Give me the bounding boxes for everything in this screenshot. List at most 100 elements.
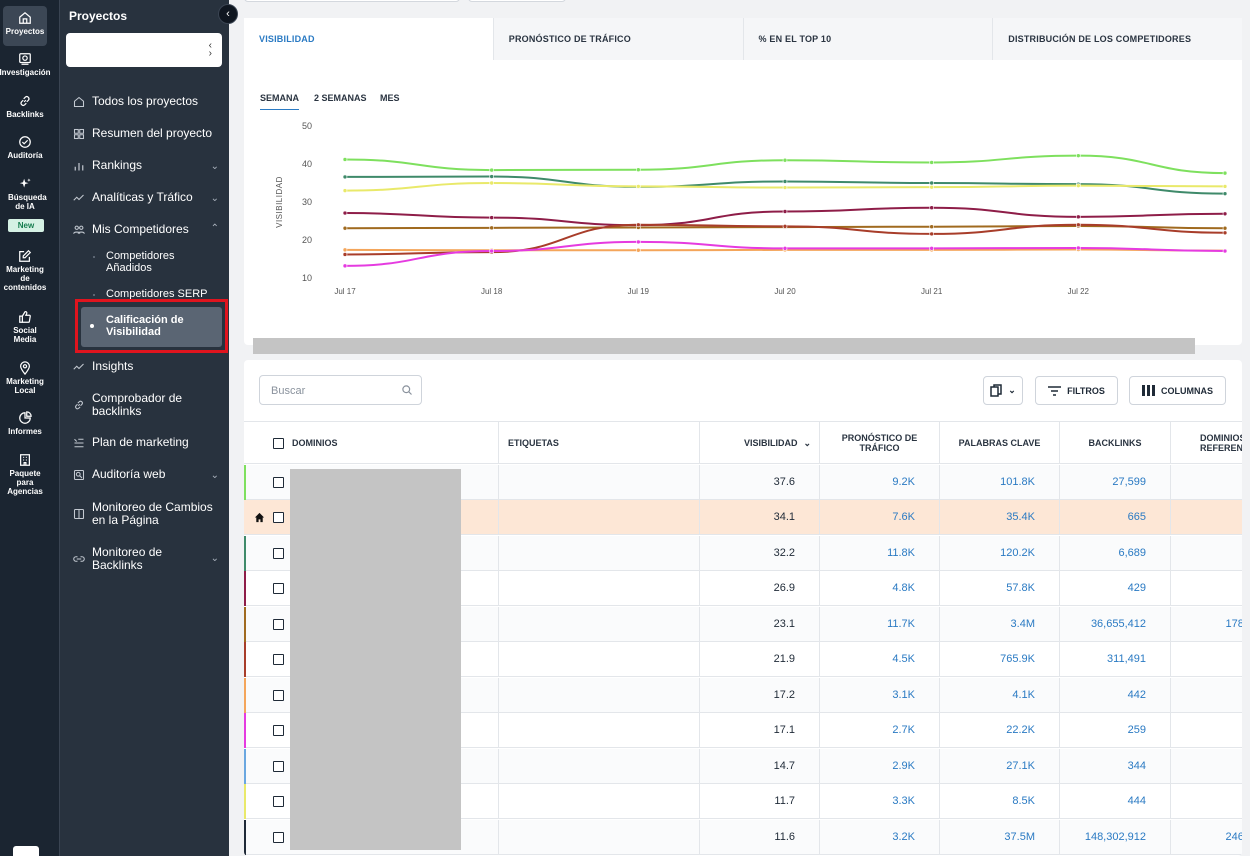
backlinks-cell[interactable]: 6,689 xyxy=(1060,535,1171,571)
backlinks-cell[interactable]: 27,599 xyxy=(1060,465,1171,500)
tab-top10[interactable]: % EN EL TOP 10 xyxy=(742,18,993,60)
domain-cell[interactable] xyxy=(244,713,499,749)
sub-item-competidores-serp[interactable]: Competidores SERP xyxy=(93,288,216,300)
backlinks-cell[interactable]: 429 xyxy=(1060,571,1171,607)
traffic-cell[interactable]: 7.6K xyxy=(820,500,940,536)
sub-item-calificacion-visibilidad[interactable]: Calificación de Visibilidad xyxy=(81,307,222,347)
rail-item-informes[interactable]: Informes xyxy=(0,411,50,436)
header-domains[interactable]: DOMINIOS xyxy=(244,422,499,464)
sidebar-item-mis-competidores[interactable]: Mis Competidores ⌃ xyxy=(73,223,223,236)
keywords-cell[interactable]: 57.8K xyxy=(940,571,1060,607)
chart-scrollbar[interactable] xyxy=(253,338,1195,354)
domain-cell[interactable] xyxy=(244,784,499,820)
period-mes[interactable]: MES xyxy=(380,93,400,103)
row-checkbox[interactable] xyxy=(273,654,284,666)
refdomains-cell[interactable]: 246,0 xyxy=(1225,830,1242,843)
domain-cell[interactable] xyxy=(244,677,499,713)
header-keywords[interactable]: PALABRAS CLAVE xyxy=(940,422,1060,464)
row-checkbox[interactable] xyxy=(273,512,284,524)
rail-item-paquete-agencias[interactable]: Paquete para Agencias xyxy=(0,453,50,496)
rail-item-marketing-contenidos[interactable]: Marketing de contenidos xyxy=(0,249,50,292)
domain-cell[interactable] xyxy=(244,500,499,536)
row-checkbox[interactable] xyxy=(273,831,284,843)
header-visibility[interactable]: VISIBILIDAD ⌄ xyxy=(700,422,820,464)
traffic-cell[interactable]: 4.5K xyxy=(820,642,940,678)
refdomains-cell[interactable] xyxy=(1171,713,1242,748)
sidebar-item-auditoria-web[interactable]: Auditoría web ⌄ xyxy=(73,468,223,481)
refdomains-cell[interactable]: 5, xyxy=(1171,642,1242,677)
sidebar-item-comprobador-backlinks[interactable]: Comprobador de backlinks xyxy=(73,392,223,418)
tab-visibilidad[interactable]: VISIBILIDAD xyxy=(244,18,493,60)
row-checkbox[interactable] xyxy=(273,547,284,559)
sidebar-item-resumen[interactable]: Resumen del proyecto xyxy=(73,127,223,140)
keywords-cell[interactable]: 120.2K xyxy=(940,535,1060,571)
rail-item-busqueda-ia[interactable]: Búsqueda de IA xyxy=(0,177,50,211)
sidebar-item-insights[interactable]: Insights xyxy=(73,360,223,373)
keywords-cell[interactable]: 35.4K xyxy=(940,500,1060,536)
backlinks-cell[interactable]: 442 xyxy=(1060,677,1171,713)
sidebar-item-rankings[interactable]: Rankings ⌄ xyxy=(73,159,223,172)
sub-item-competidores-anadidos[interactable]: Competidores Añadidos xyxy=(93,250,216,274)
row-checkbox[interactable] xyxy=(273,796,284,808)
keywords-cell[interactable]: 3.4M xyxy=(940,606,1060,642)
sidebar-item-todos-proyectos[interactable]: Todos los proyectos xyxy=(73,95,223,108)
filters-button[interactable]: FILTROS xyxy=(1035,376,1118,405)
traffic-cell[interactable]: 2.9K xyxy=(820,748,940,784)
backlinks-cell[interactable]: 344 xyxy=(1060,748,1171,784)
top-control[interactable] xyxy=(468,0,566,2)
backlinks-cell[interactable]: 311,491 xyxy=(1060,642,1171,678)
rail-item-auditoria[interactable]: Auditoría xyxy=(0,135,50,160)
row-checkbox[interactable] xyxy=(273,760,284,772)
copy-button[interactable]: ⌄ xyxy=(983,376,1023,405)
project-select[interactable]: ‹ › xyxy=(66,33,222,67)
traffic-cell[interactable]: 4.8K xyxy=(820,571,940,607)
domain-cell[interactable] xyxy=(244,465,499,500)
row-checkbox[interactable] xyxy=(273,583,284,595)
keywords-cell[interactable]: 22.2K xyxy=(940,713,1060,749)
sidebar-item-plan-marketing[interactable]: Plan de marketing xyxy=(73,436,223,449)
table-row[interactable]: 11.7 3.3K 8.5K 444 xyxy=(244,784,1242,820)
select-all-checkbox[interactable] xyxy=(273,437,284,449)
header-traffic[interactable]: PRONÓSTICO DE TRÁFICO xyxy=(820,422,940,464)
row-checkbox[interactable] xyxy=(273,725,284,737)
row-checkbox[interactable] xyxy=(273,477,284,488)
rail-item-marketing-local[interactable]: Marketing Local xyxy=(0,361,50,395)
rail-item-social-media[interactable]: Social Media xyxy=(0,310,50,344)
period-2-semanas[interactable]: 2 SEMANAS xyxy=(314,93,367,103)
top-control[interactable] xyxy=(244,0,460,2)
domain-cell[interactable] xyxy=(244,748,499,784)
refdomains-cell[interactable]: 4, xyxy=(1171,536,1242,571)
keywords-cell[interactable]: 27.1K xyxy=(940,748,1060,784)
row-checkbox[interactable] xyxy=(273,618,284,630)
rail-item-investigacion[interactable]: Investigación xyxy=(0,52,51,77)
header-refdomains[interactable]: DOMINIOS REFERENTES xyxy=(1171,422,1242,464)
keywords-cell[interactable]: 101.8K xyxy=(940,465,1060,500)
refdomains-cell[interactable] xyxy=(1171,784,1242,819)
domain-cell[interactable] xyxy=(244,571,499,607)
table-row[interactable]: 17.1 2.7K 22.2K 259 xyxy=(244,713,1242,749)
refdomains-cell[interactable] xyxy=(1171,500,1242,535)
backlinks-cell[interactable]: 444 xyxy=(1060,784,1171,820)
sidebar-item-monitoreo-cambios[interactable]: Monitoreo de Cambios en la Página xyxy=(73,501,223,527)
traffic-cell[interactable]: 3.3K xyxy=(820,784,940,820)
search-input[interactable]: Buscar xyxy=(259,375,422,405)
header-tags[interactable]: ETIQUETAS xyxy=(499,422,700,464)
domain-cell[interactable] xyxy=(244,606,499,642)
rail-bottom-button[interactable] xyxy=(13,846,39,856)
rail-item-proyectos[interactable]: Proyectos xyxy=(3,6,47,46)
columns-button[interactable]: COLUMNAS xyxy=(1129,376,1226,405)
traffic-cell[interactable]: 9.2K xyxy=(820,465,940,500)
keywords-cell[interactable]: 4.1K xyxy=(940,677,1060,713)
backlinks-cell[interactable]: 36,655,412 xyxy=(1060,606,1171,642)
rail-item-backlinks[interactable]: Backlinks xyxy=(0,94,50,119)
backlinks-cell[interactable]: 665 xyxy=(1060,500,1171,536)
keywords-cell[interactable]: 8.5K xyxy=(940,784,1060,820)
keywords-cell[interactable]: 37.5M xyxy=(940,819,1060,855)
refdomains-cell[interactable] xyxy=(1171,749,1242,784)
collapse-sidebar-button[interactable]: ‹ xyxy=(218,4,238,24)
traffic-cell[interactable]: 2.7K xyxy=(820,713,940,749)
domain-cell[interactable] xyxy=(244,642,499,678)
table-row[interactable]: 26.9 4.8K 57.8K 429 xyxy=(244,571,1242,607)
header-backlinks[interactable]: BACKLINKS xyxy=(1060,422,1171,464)
